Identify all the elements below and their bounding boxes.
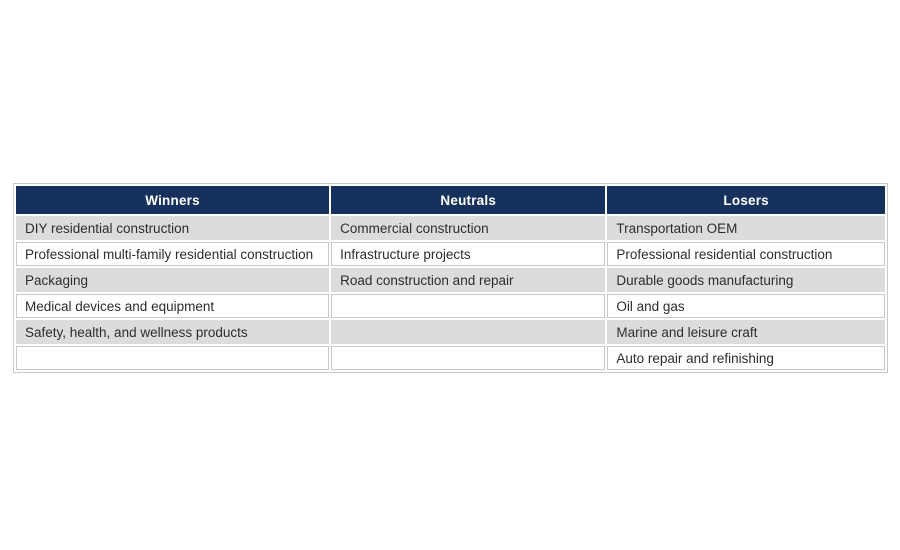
column-header-winners: Winners — [16, 186, 330, 214]
table-row: Medical devices and equipment Oil and gas — [16, 294, 885, 318]
table-cell-losers-r2: Professional residential construction — [607, 242, 885, 266]
table-row: DIY residential construction Commercial c… — [16, 216, 885, 240]
column-header-neutrals: Neutrals — [331, 186, 606, 214]
table-cell-winners-r3: Packaging — [16, 268, 330, 292]
table-cell-neutrals-r4 — [331, 294, 606, 318]
table-cell-winners-r2: Professional multi-family residential co… — [16, 242, 330, 266]
table-cell-losers-r1: Transportation OEM — [607, 216, 885, 240]
table-row: Safety, health, and wellness products Mar… — [16, 320, 885, 344]
table-cell-winners-r6 — [16, 346, 330, 370]
table-row: Professional multi-family residential co… — [16, 242, 885, 266]
header-row: Winners Neutrals Losers — [16, 186, 885, 214]
table-cell-winners-r5: Safety, health, and wellness products — [16, 320, 330, 344]
table-cell-losers-r4: Oil and gas — [607, 294, 885, 318]
table-cell-neutrals-r2: Infrastructure projects — [331, 242, 606, 266]
table-header-row: Winners Neutrals Losers — [16, 186, 885, 214]
column-header-losers: Losers — [607, 186, 885, 214]
table-cell-neutrals-r5 — [331, 320, 606, 344]
table-cell-neutrals-r3: Road construction and repair — [331, 268, 606, 292]
table-cell-losers-r5: Marine and leisure craft — [607, 320, 885, 344]
table-body: DIY residential construction Commercial c… — [16, 216, 885, 370]
table-cell-neutrals-r1: Commercial construction — [331, 216, 606, 240]
table-cell-losers-r3: Durable goods manufacturing — [607, 268, 885, 292]
winners-neutrals-losers-table: Winners Neutrals Losers DIY residential co… — [13, 183, 888, 373]
table-cell-losers-r6: Auto repair and refinishing — [607, 346, 885, 370]
table-row: Auto repair and refinishing — [16, 346, 885, 370]
table-cell-neutrals-r6 — [331, 346, 606, 370]
table-cell-winners-r4: Medical devices and equipment — [16, 294, 330, 318]
table-cell-winners-r1: DIY residential construction — [16, 216, 330, 240]
table-row: Packaging Road construction and repair Dur… — [16, 268, 885, 292]
data-table: Winners Neutrals Losers DIY residential co… — [13, 183, 888, 373]
